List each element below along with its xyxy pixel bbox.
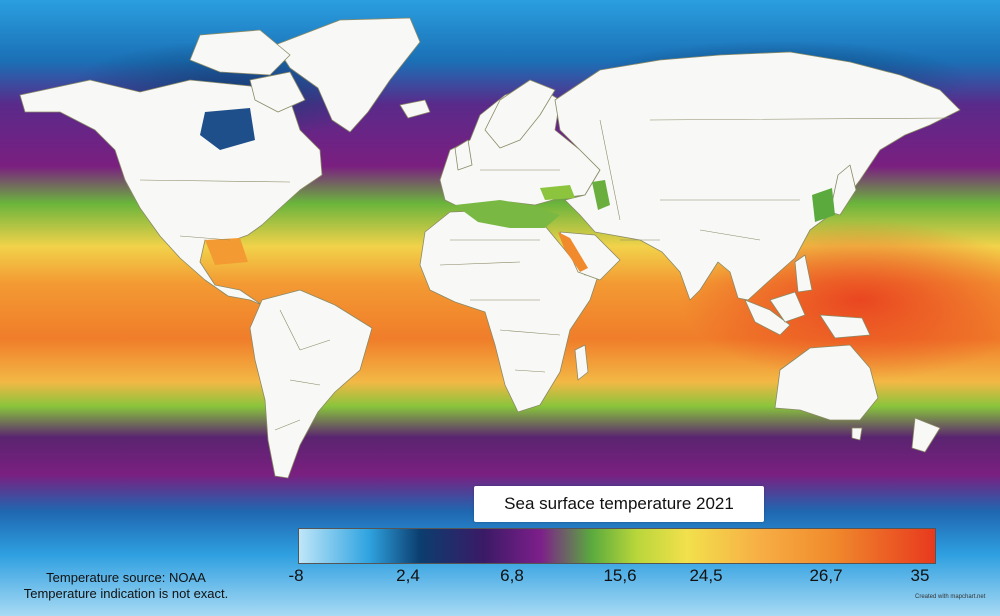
country-borders-africa [439,239,561,373]
caspian-sea [592,180,610,210]
scale-tick-label: 24,5 [689,566,723,585]
british-isles-landmass [454,139,473,171]
credit-text: Created with mapchart.net [915,594,986,600]
sea-of-japan [812,188,835,222]
scale-tick-label: -8 [288,566,304,585]
gulf-of-mexico [205,238,248,265]
source-line-2: Temperature indication is not exact. [23,586,229,601]
south-america-landmass [249,289,373,479]
source-line-1: Temperature source: NOAA [46,570,206,585]
asia-landmass [554,51,961,301]
tasmania-landmass [851,427,863,441]
baffin-island-landmass [249,71,306,113]
scandinavia-landmass [484,79,556,149]
new-guinea-landmass [819,314,871,339]
scale-tick-label: 6,8 [500,566,524,585]
black-sea [540,185,575,200]
temperature-color-scale [298,528,936,564]
red-sea [558,232,588,272]
hudson-bay [200,108,255,150]
arabian-peninsula-landmass [559,231,621,281]
map-title: Sea surface temperature 2021 [474,486,764,522]
arctic-islands-landmass [189,29,291,76]
country-borders-americas [139,179,331,431]
iceland-landmass [399,99,431,119]
borneo-landmass [769,291,806,323]
source-note: Temperature source: NOAA Temperature ind… [0,570,252,602]
greenland-landmass [274,17,421,133]
australia-landmass [774,344,879,421]
southeast-asia-islands-landmass [744,299,791,336]
madagascar-landmass [574,344,589,381]
new-zealand-landmass [911,417,941,453]
scale-tick-label: 26,7 [809,566,843,585]
country-borders-eurasia [480,117,951,241]
scale-tick-label: 2,4 [396,566,420,585]
scale-tick-label: 15,6 [603,566,637,585]
philippines-landmass [794,254,813,293]
scale-tick-label: 35 [910,566,930,585]
mediterranean-sea [455,200,560,228]
